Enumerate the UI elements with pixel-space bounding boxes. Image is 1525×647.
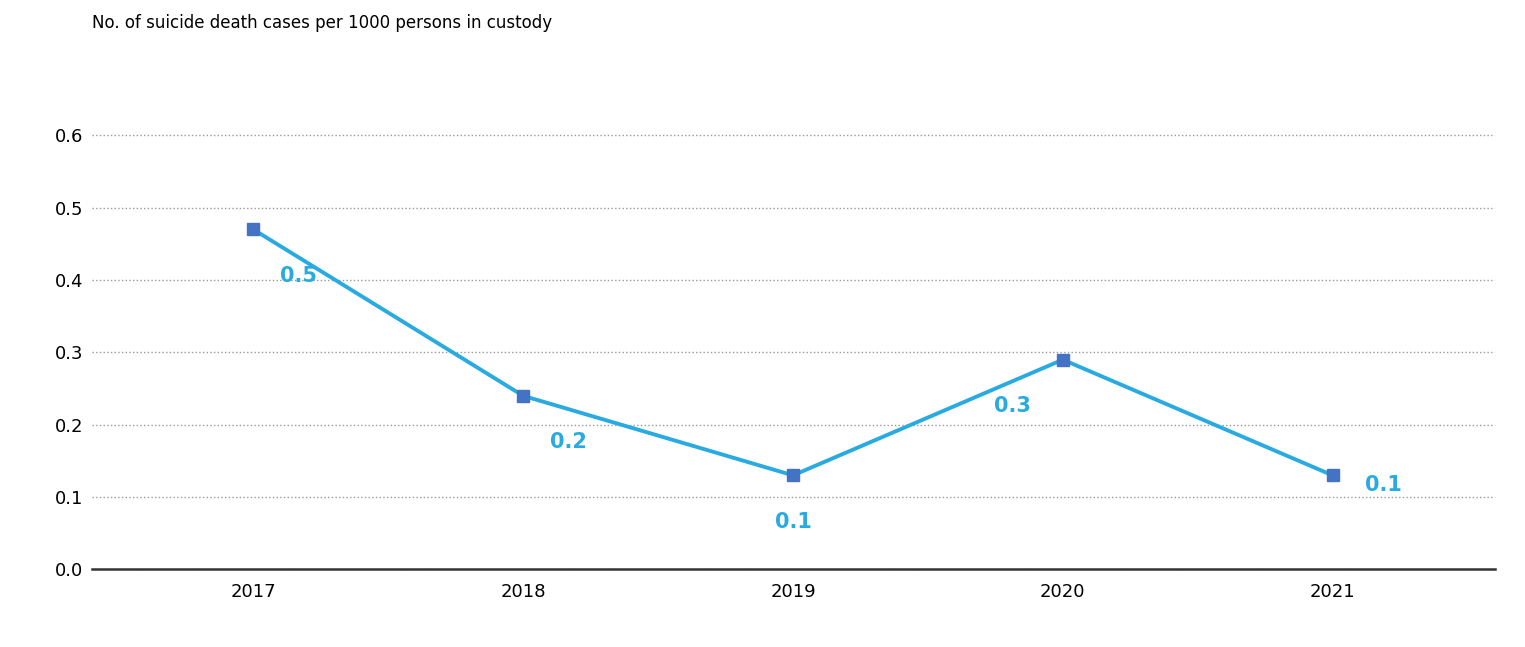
Text: 0.1: 0.1 [1365, 476, 1401, 496]
Text: 0.5: 0.5 [281, 266, 317, 286]
Text: 0.1: 0.1 [775, 512, 811, 532]
Text: 0.3: 0.3 [994, 396, 1031, 416]
Text: 0.2: 0.2 [551, 432, 587, 452]
Text: No. of suicide death cases per 1000 persons in custody: No. of suicide death cases per 1000 pers… [92, 14, 552, 32]
